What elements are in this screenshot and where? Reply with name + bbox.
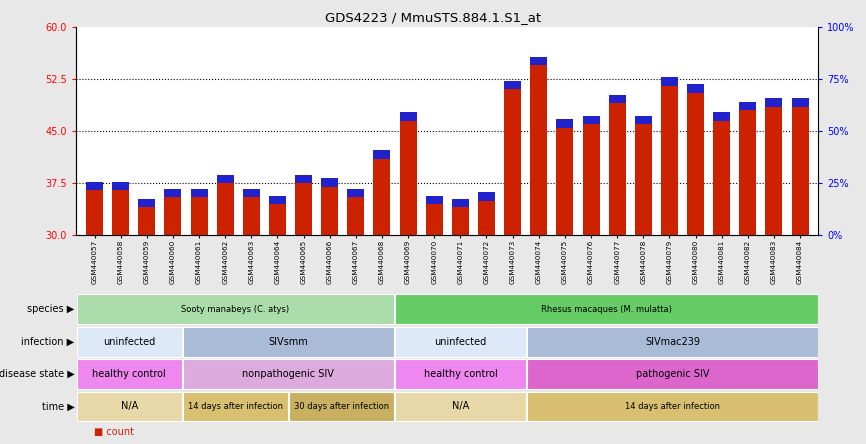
Bar	[269, 204, 286, 235]
Bar	[740, 110, 756, 235]
Bar	[635, 116, 652, 124]
Bar	[242, 189, 260, 197]
Bar	[635, 124, 652, 235]
Bar	[395, 327, 527, 357]
Bar	[86, 190, 103, 235]
Bar	[766, 98, 783, 107]
Text: healthy control: healthy control	[93, 369, 166, 379]
Text: GDS4223 / MmuSTS.884.1.S1_at: GDS4223 / MmuSTS.884.1.S1_at	[325, 11, 541, 24]
Bar	[766, 107, 783, 235]
Bar	[269, 196, 286, 204]
Bar	[714, 121, 730, 235]
Bar	[295, 175, 312, 183]
Text: N/A: N/A	[120, 401, 138, 412]
Text: infection ▶: infection ▶	[22, 337, 74, 347]
Bar	[504, 89, 521, 235]
Bar	[183, 392, 288, 421]
Bar	[288, 392, 394, 421]
Bar	[321, 186, 339, 235]
Bar	[714, 112, 730, 121]
Text: uninfected: uninfected	[435, 337, 487, 347]
Bar	[609, 95, 625, 103]
Text: 30 days after infection: 30 days after infection	[294, 402, 389, 411]
Text: ■ count: ■ count	[94, 427, 133, 437]
Bar	[530, 56, 547, 65]
Bar	[112, 190, 129, 235]
Text: N/A: N/A	[452, 401, 469, 412]
Bar	[556, 119, 573, 127]
Bar	[321, 178, 339, 186]
Bar	[295, 183, 312, 235]
Bar	[139, 199, 155, 207]
Bar	[426, 196, 443, 204]
Bar	[347, 189, 365, 197]
Bar	[112, 182, 129, 190]
Bar	[347, 197, 365, 235]
Bar	[478, 201, 495, 235]
Text: SIVsmm: SIVsmm	[268, 337, 308, 347]
Text: nonpathogenic SIV: nonpathogenic SIV	[242, 369, 334, 379]
Bar	[792, 107, 809, 235]
Bar	[216, 183, 234, 235]
Bar	[165, 189, 181, 197]
Bar	[583, 124, 599, 235]
Bar	[395, 392, 527, 421]
Bar	[687, 93, 704, 235]
Bar	[242, 197, 260, 235]
Bar	[452, 207, 469, 235]
Bar	[661, 77, 678, 86]
Bar	[527, 327, 818, 357]
Bar	[792, 98, 809, 107]
Text: disease state ▶: disease state ▶	[0, 369, 74, 379]
Bar	[77, 294, 394, 324]
Bar	[139, 207, 155, 235]
Bar	[399, 121, 417, 235]
Text: pathogenic SIV: pathogenic SIV	[636, 369, 709, 379]
Text: Sooty manabeys (C. atys): Sooty manabeys (C. atys)	[181, 305, 289, 314]
Bar	[399, 112, 417, 121]
Text: uninfected: uninfected	[103, 337, 155, 347]
Bar	[373, 151, 391, 159]
Bar	[661, 86, 678, 235]
Bar	[86, 182, 103, 190]
Text: time ▶: time ▶	[42, 401, 74, 412]
Bar	[216, 175, 234, 183]
Text: species ▶: species ▶	[27, 304, 74, 314]
Bar	[77, 327, 182, 357]
Text: 14 days after infection: 14 days after infection	[188, 402, 282, 411]
Bar	[395, 294, 818, 324]
Bar	[77, 392, 182, 421]
Bar	[687, 84, 704, 93]
Bar	[530, 65, 547, 235]
Bar	[77, 359, 182, 389]
Bar	[504, 81, 521, 89]
Bar	[527, 392, 818, 421]
Bar	[191, 197, 208, 235]
Bar	[452, 199, 469, 207]
Bar	[426, 204, 443, 235]
Bar	[556, 127, 573, 235]
Bar	[191, 189, 208, 197]
Text: SIVmac239: SIVmac239	[645, 337, 700, 347]
Bar	[527, 359, 818, 389]
Bar	[478, 192, 495, 201]
Bar	[609, 103, 625, 235]
Text: healthy control: healthy control	[423, 369, 497, 379]
Bar	[183, 359, 394, 389]
Text: 14 days after infection: 14 days after infection	[625, 402, 721, 411]
Bar	[395, 359, 527, 389]
Bar	[165, 197, 181, 235]
Bar	[740, 102, 756, 110]
Bar	[583, 116, 599, 124]
Bar	[373, 159, 391, 235]
Bar	[183, 327, 394, 357]
Text: Rhesus macaques (M. mulatta): Rhesus macaques (M. mulatta)	[541, 305, 672, 314]
